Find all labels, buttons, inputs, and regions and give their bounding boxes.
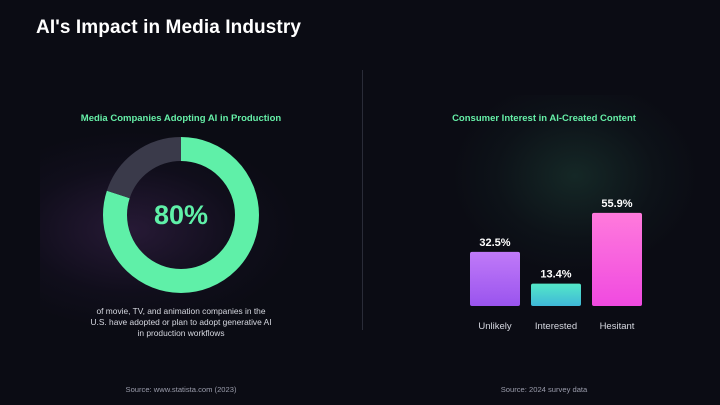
donut-description-line: U.S. have adopted or plan to adopt gener… (90, 317, 272, 328)
bar-interested (531, 283, 581, 306)
bar-value-label: 13.4% (540, 269, 571, 281)
donut-chart: 80% (99, 133, 263, 297)
bar-category-label: Interested (535, 321, 577, 332)
donut-slice-1 (103, 137, 259, 293)
donut-description: of movie, TV, and animation companies in… (60, 306, 302, 340)
source-right: Source: 2024 survey data (500, 385, 588, 394)
page-title: AI's Impact in Media Industry (36, 17, 302, 38)
bar-value-label: 55.9% (601, 198, 632, 210)
donut-description-line: in production workflows (137, 328, 225, 339)
donut-value-label: 80% (153, 199, 209, 230)
panel-divider (362, 70, 363, 330)
source-left: Source: www.statista.com (2023) (125, 385, 237, 394)
bar-category-label: Unlikely (478, 321, 512, 332)
bar-chart-title: Consumer Interest in AI-Created Content (452, 113, 636, 124)
bar-value-label: 32.5% (479, 237, 510, 249)
bar-chart: 32.5% Unlikely 13.4% Interested 55.9% Hesitan… (470, 198, 642, 332)
bar-category-label: Hesitant (600, 321, 635, 332)
bar-unlikely (470, 251, 520, 306)
donut-chart-title: Media Companies Adopting AI in Productio… (80, 113, 282, 124)
donut-description-line: of movie, TV, and animation companies in… (96, 306, 266, 316)
bar-hesitant (592, 212, 642, 306)
donut-chart-svg (103, 137, 259, 293)
